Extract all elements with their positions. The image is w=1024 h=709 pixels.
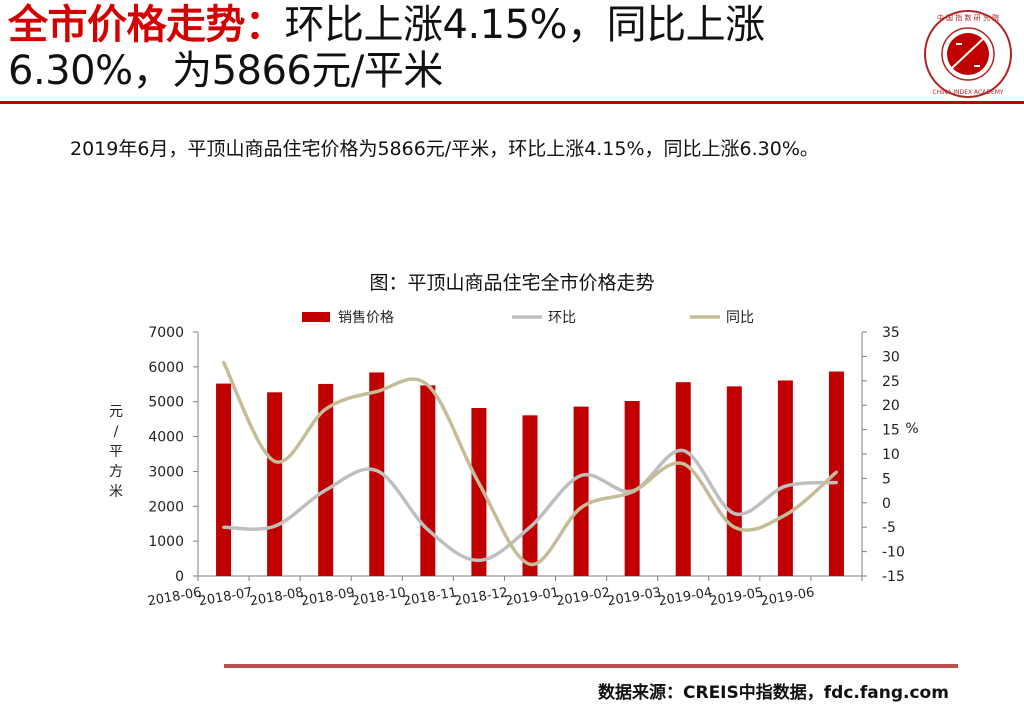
- left-tick-label: 3000: [148, 464, 184, 480]
- right-tick-label: 0: [882, 496, 891, 512]
- bar-price: [267, 392, 283, 576]
- point-mom: [324, 488, 328, 492]
- bar-price: [624, 401, 640, 576]
- x-tick-label: 2018-06: [147, 585, 203, 609]
- x-tick-label: 2018-07: [198, 585, 254, 609]
- x-tick-label: 2019-06: [760, 585, 816, 609]
- left-tick-label: 5000: [148, 395, 184, 411]
- x-tick-label: 2019-03: [606, 585, 662, 609]
- legend-swatch-price: [302, 312, 330, 322]
- svg-text:中 国 指 数 研 究 院: 中 国 指 数 研 究 院: [937, 13, 999, 22]
- series-line-yoy: [221, 361, 838, 567]
- point-yoy: [528, 562, 532, 566]
- point-yoy: [375, 390, 379, 394]
- point-mom: [579, 473, 583, 477]
- left-tick-label: 2000: [148, 499, 184, 515]
- x-tick-label: 2019-05: [708, 585, 764, 609]
- point-yoy: [579, 506, 583, 510]
- title-highlight: 全市价格走势：: [8, 2, 285, 48]
- right-tick-label: 5: [882, 471, 891, 487]
- point-mom: [783, 484, 787, 488]
- bar-price: [369, 372, 385, 576]
- right-tick-label: 25: [882, 374, 900, 390]
- title-divider: [0, 101, 1024, 104]
- legend-label: 销售价格: [338, 310, 394, 326]
- left-axis-label: 方: [109, 464, 123, 480]
- x-tick-label: 2019-02: [555, 585, 611, 609]
- point-yoy: [426, 383, 430, 387]
- right-tick-label: -5: [882, 520, 896, 536]
- bar-price: [318, 383, 334, 576]
- point-yoy: [222, 360, 226, 364]
- point-yoy: [273, 459, 277, 463]
- point-mom: [681, 449, 685, 453]
- left-tick-label: 7000: [148, 325, 184, 341]
- right-tick-label: -15: [882, 569, 905, 585]
- china-index-academy-logo: 中 国 指 数 研 究 院 CHINA INDEX ACADEMY: [924, 10, 1012, 98]
- x-tick-label: 2019-04: [657, 585, 713, 609]
- point-yoy: [783, 513, 787, 517]
- summary-text: 2019年6月，平顶山商品住宅价格为5866元/平米，环比上涨4.15%，同比上…: [70, 138, 819, 160]
- data-source: 数据来源：CREIS中指数据，fdc.fang.com: [598, 683, 949, 703]
- svg-text:CHINA INDEX ACADEMY: CHINA INDEX ACADEMY: [932, 89, 1004, 96]
- point-mom: [222, 525, 226, 529]
- x-tick-label: 2018-08: [249, 585, 305, 609]
- right-tick-label: 30: [882, 349, 900, 365]
- right-tick-label: 20: [882, 398, 900, 414]
- point-mom: [528, 525, 532, 529]
- x-tick-label: 2018-09: [300, 585, 356, 609]
- x-tick-label: 2019-01: [504, 585, 560, 609]
- point-yoy: [834, 470, 838, 474]
- bar-price: [522, 415, 538, 576]
- legend-label: 同比: [726, 310, 754, 326]
- x-tick-label: 2018-12: [453, 585, 509, 609]
- bar-price: [675, 382, 691, 576]
- right-tick-label: 10: [882, 447, 900, 463]
- point-yoy: [630, 490, 634, 494]
- bar-price: [471, 407, 487, 576]
- point-mom: [732, 512, 736, 516]
- left-tick-label: 0: [175, 569, 184, 585]
- point-mom: [273, 524, 277, 528]
- price-trend-chart: 0 1000 2000 3000 4000 5000 6000 7000 -15 -10 -5 0 5 1…: [109, 310, 919, 609]
- bar-price: [777, 380, 793, 576]
- right-tick-label: 15: [882, 423, 900, 439]
- left-tick-label: 6000: [148, 360, 184, 376]
- left-tick-label: 4000: [148, 430, 184, 446]
- point-yoy: [477, 481, 481, 485]
- bottom-divider: [224, 664, 958, 668]
- point-mom: [834, 481, 838, 485]
- x-tick-label: 2018-10: [351, 585, 407, 609]
- bar-price: [726, 386, 742, 576]
- point-yoy: [681, 462, 685, 466]
- point-mom: [426, 528, 430, 532]
- left-axis-label: 平: [109, 444, 123, 460]
- point-mom: [477, 558, 481, 562]
- point-yoy: [324, 407, 328, 411]
- point-mom: [375, 469, 379, 473]
- x-tick-label: 2018-11: [402, 585, 458, 609]
- point-yoy: [732, 525, 736, 529]
- left-tick-label: 1000: [148, 534, 184, 550]
- bar-price: [420, 385, 436, 576]
- right-tick-label: -10: [882, 545, 905, 561]
- bar-price: [573, 406, 589, 576]
- right-tick-label: 35: [882, 325, 900, 341]
- chart-title: 图：平顶山商品住宅全市价格走势: [369, 272, 655, 294]
- page-title: 全市价格走势：环比上涨4.15%，同比上涨6.30%，为5866元/平米: [8, 2, 888, 94]
- left-axis-label: 米: [109, 484, 123, 500]
- title-rest: 环比上涨4.15%，同比上涨6.30%，为5866元/平米: [8, 2, 765, 94]
- left-axis-label: 元: [109, 404, 123, 420]
- right-axis-label: %: [905, 421, 918, 437]
- legend-label: 环比: [548, 310, 576, 326]
- bar-price: [216, 383, 232, 576]
- left-axis-label: /: [114, 424, 119, 440]
